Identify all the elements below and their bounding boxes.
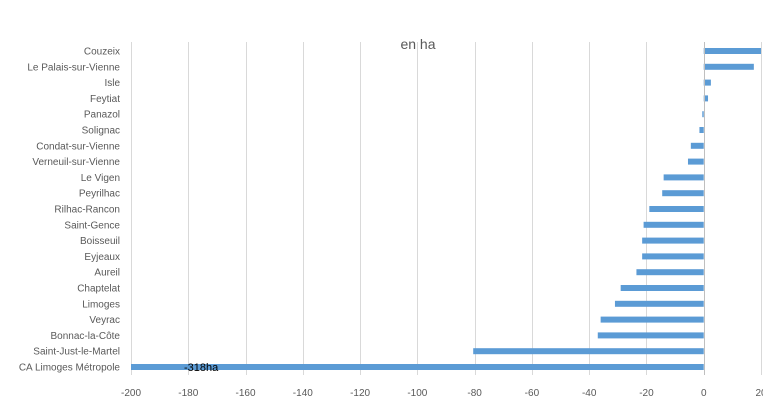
bar-isle <box>703 79 711 86</box>
category-label: Veyrac <box>89 315 120 326</box>
category-label: Feytiat <box>90 94 120 105</box>
category-label: Le Vigen <box>81 173 120 184</box>
bar-panazol <box>702 111 704 118</box>
x-tick-label: -180 <box>178 388 198 399</box>
category-label: Limoges <box>82 299 120 310</box>
category-label: Saint-Gence <box>64 220 120 231</box>
category-label: Bonnac-la-Côte <box>51 331 121 342</box>
annotations: -318ha <box>184 362 219 374</box>
x-tick-label: -40 <box>582 388 597 399</box>
x-tick-label: -200 <box>121 388 141 399</box>
bar-feytiat <box>703 95 709 102</box>
category-label: Panazol <box>84 110 120 121</box>
category-label: Rilhac-Rancon <box>54 205 120 216</box>
bar-bonnac-la-cote <box>597 332 704 339</box>
x-tick-label: -160 <box>236 388 256 399</box>
data-label-ca-limoges-metropole: -318ha <box>184 362 219 374</box>
bar-verneuil-sur-vienne <box>687 158 704 165</box>
x-tick-label: -120 <box>350 388 370 399</box>
bar-boisseuil <box>642 237 704 244</box>
category-label: Isle <box>104 78 120 89</box>
x-tick-label: -100 <box>407 388 427 399</box>
bar-le-vigen <box>663 174 704 181</box>
category-label: Aureil <box>94 268 120 279</box>
bar-saint-just-le-martel <box>473 348 704 355</box>
x-tick-label: -20 <box>639 388 654 399</box>
category-label: Peyrilhac <box>79 189 120 200</box>
bar-eyjeaux <box>642 253 704 260</box>
bar-veyrac <box>600 316 704 323</box>
bar-solignac <box>699 127 704 133</box>
chart-title: en ha <box>400 36 435 52</box>
category-label: Eyjeaux <box>84 252 120 263</box>
bar-limoges <box>614 300 704 307</box>
category-label: Boisseuil <box>80 236 120 247</box>
x-tick-label: -80 <box>467 388 482 399</box>
bar-ca-limoges-metropole <box>131 364 704 370</box>
bar-chaptelat <box>620 285 704 291</box>
category-label: Solignac <box>82 126 120 137</box>
bar-condat-sur-vienne <box>690 142 704 149</box>
x-tick-label: -140 <box>293 388 313 399</box>
x-tick-label: 0 <box>701 388 707 399</box>
category-label: Chaptelat <box>77 284 120 295</box>
category-label: Verneuil-sur-Vienne <box>32 157 120 168</box>
category-label: Condat-sur-Vienne <box>36 141 120 152</box>
x-tick-labels: -200-180-160-140-120-100-80-60-40-20020 <box>121 388 763 399</box>
category-label: Saint-Just-le-Martel <box>33 347 120 358</box>
bar-rilhac-rancon <box>649 206 704 212</box>
category-label: Couzeix <box>84 47 120 58</box>
x-tick-label: -60 <box>525 388 540 399</box>
category-labels: Couzeix Le Palais-sur-Vienne Isle Feytiat Pa… <box>19 47 121 374</box>
bar-couzeix <box>703 48 761 54</box>
bar-le-palais-sur-vienne <box>703 63 754 70</box>
bars <box>131 48 761 370</box>
bar-saint-gence <box>643 221 704 228</box>
category-label: Le Palais-sur-Vienne <box>27 62 120 73</box>
category-label: CA Limoges Métropole <box>19 363 121 374</box>
x-tick-label: 20 <box>755 388 763 399</box>
bar-aureil <box>636 269 704 276</box>
bar-peyrilhac <box>662 190 704 197</box>
